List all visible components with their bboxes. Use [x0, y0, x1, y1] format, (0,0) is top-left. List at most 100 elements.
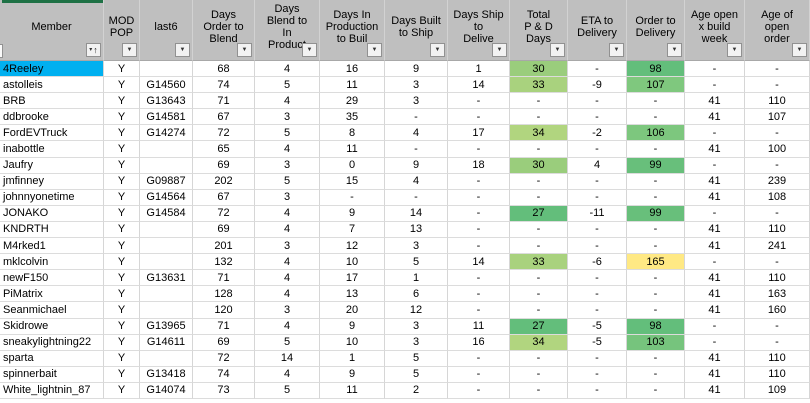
cell-age-of-open-order[interactable]: - [745, 61, 810, 78]
cell-last6[interactable]: G14611 [140, 334, 193, 351]
cell-days-ship-to-deliver[interactable]: 11 [448, 318, 510, 335]
cell-age-of-open-order[interactable]: 110 [745, 350, 810, 367]
cell-total-p-and-d-days[interactable]: - [510, 173, 568, 190]
cell-age-of-open-order[interactable]: 241 [745, 238, 810, 255]
cell-member[interactable]: astolleis [0, 77, 104, 94]
cell-days-order-to-blend[interactable]: 69 [193, 157, 255, 174]
cell-days-built-to-ship[interactable]: - [385, 141, 448, 158]
cell-age-of-open-order[interactable]: 109 [745, 382, 810, 399]
cell-age-of-open-order[interactable]: 160 [745, 302, 810, 319]
cell-days-built-to-ship[interactable]: - [385, 189, 448, 206]
filter-dropdown-button[interactable]: ▼ [237, 43, 252, 57]
filter-dropdown-button[interactable]: ▼ [430, 43, 445, 57]
cell-total-p-and-d-days[interactable]: 30 [510, 61, 568, 78]
cell-member[interactable]: FordEVTruck [0, 125, 104, 142]
cell-days-order-to-blend[interactable]: 73 [193, 382, 255, 399]
cell-total-p-and-d-days[interactable]: - [510, 109, 568, 126]
cell-days-in-production-to-build[interactable]: 0 [320, 157, 385, 174]
cell-days-blend-to-in-production[interactable]: 5 [255, 173, 320, 190]
cell-age-of-open-order[interactable]: - [745, 125, 810, 142]
filter-dropdown-button[interactable]: ▼ [667, 43, 682, 57]
cell-member[interactable]: sparta [0, 350, 104, 367]
cell-last6[interactable] [140, 302, 193, 319]
cell-eta-to-delivery[interactable]: - [568, 302, 627, 319]
cell-days-built-to-ship[interactable]: 9 [385, 61, 448, 78]
cell-total-p-and-d-days[interactable]: - [510, 286, 568, 303]
filter-dropdown-button[interactable]: ▼ [492, 43, 507, 57]
cell-days-in-production-to-build[interactable]: 15 [320, 173, 385, 190]
filter-dropdown-button[interactable]: ▼ [550, 43, 565, 57]
cell-days-ship-to-deliver[interactable]: - [448, 238, 510, 255]
cell-days-built-to-ship[interactable]: 3 [385, 77, 448, 94]
filter-dropdown-button[interactable]: ▼ [727, 43, 742, 57]
cell-last6[interactable]: G14074 [140, 382, 193, 399]
cell-last6[interactable]: G09887 [140, 173, 193, 190]
cell-days-order-to-blend[interactable]: 120 [193, 302, 255, 319]
cell-age-of-open-order[interactable]: 108 [745, 189, 810, 206]
cell-age-open-x-build-weeks[interactable]: 41 [685, 270, 745, 287]
cell-age-open-x-build-weeks[interactable]: - [685, 334, 745, 351]
cell-age-of-open-order[interactable]: - [745, 157, 810, 174]
cell-total-p-and-d-days[interactable]: - [510, 141, 568, 158]
cell-member[interactable]: Seanmichael [0, 302, 104, 319]
cell-age-open-x-build-weeks[interactable]: 41 [685, 350, 745, 367]
cell-eta-to-delivery[interactable]: -5 [568, 318, 627, 335]
cell-age-of-open-order[interactable]: - [745, 318, 810, 335]
cell-eta-to-delivery[interactable]: - [568, 221, 627, 239]
cell-days-built-to-ship[interactable]: 4 [385, 173, 448, 190]
cell-age-open-x-build-weeks[interactable]: - [685, 157, 745, 174]
cell-days-blend-to-in-production[interactable]: 4 [255, 205, 320, 222]
cell-days-ship-to-deliver[interactable]: 17 [448, 125, 510, 142]
cell-mod-pop[interactable]: Y [104, 205, 140, 222]
cell-eta-to-delivery[interactable]: - [568, 382, 627, 399]
cell-days-order-to-blend[interactable]: 67 [193, 189, 255, 206]
cell-total-p-and-d-days[interactable]: - [510, 302, 568, 319]
cell-days-blend-to-in-production[interactable]: 3 [255, 238, 320, 255]
cell-last6[interactable]: G14581 [140, 109, 193, 126]
cell-mod-pop[interactable]: Y [104, 302, 140, 319]
cell-days-ship-to-deliver[interactable]: - [448, 366, 510, 383]
filter-dropdown-button[interactable]: ▼ [792, 43, 807, 57]
cell-days-in-production-to-build[interactable]: 35 [320, 109, 385, 126]
cell-days-built-to-ship[interactable]: - [385, 109, 448, 126]
cell-member[interactable]: inabottle [0, 141, 104, 158]
column-header-last6[interactable]: last6 ▼ [140, 0, 193, 61]
cell-mod-pop[interactable]: Y [104, 254, 140, 271]
cell-days-in-production-to-build[interactable]: 9 [320, 318, 385, 335]
cell-days-in-production-to-build[interactable]: 1 [320, 350, 385, 367]
cell-member[interactable]: spinnerbait [0, 366, 104, 383]
cell-age-open-x-build-weeks[interactable]: - [685, 318, 745, 335]
cell-age-of-open-order[interactable]: 110 [745, 221, 810, 239]
cell-member[interactable]: mklcolvin [0, 254, 104, 271]
cell-order-to-delivery[interactable]: - [627, 93, 685, 110]
cell-days-ship-to-deliver[interactable]: - [448, 173, 510, 190]
cell-mod-pop[interactable]: Y [104, 157, 140, 174]
cell-days-built-to-ship[interactable]: 3 [385, 93, 448, 110]
filter-sort-ascending-button[interactable]: ▾ ↑ [86, 43, 101, 57]
cell-order-to-delivery[interactable]: 103 [627, 334, 685, 351]
cell-days-blend-to-in-production[interactable]: 4 [255, 93, 320, 110]
cell-order-to-delivery[interactable]: 99 [627, 157, 685, 174]
cell-order-to-delivery[interactable]: 107 [627, 77, 685, 94]
cell-member[interactable]: M4rked1 [0, 238, 104, 255]
cell-days-order-to-blend[interactable]: 69 [193, 221, 255, 239]
cell-days-in-production-to-build[interactable]: 11 [320, 141, 385, 158]
cell-mod-pop[interactable]: Y [104, 141, 140, 158]
cell-last6[interactable]: G13631 [140, 270, 193, 287]
cell-age-open-x-build-weeks[interactable]: 41 [685, 109, 745, 126]
cell-mod-pop[interactable]: Y [104, 109, 140, 126]
column-header-days-ship-to-deliver[interactable]: Days Ship to Delive ▼ [448, 0, 510, 61]
cell-total-p-and-d-days[interactable]: - [510, 366, 568, 383]
cell-days-ship-to-deliver[interactable]: - [448, 221, 510, 239]
cell-age-of-open-order[interactable]: 110 [745, 270, 810, 287]
column-header-days-in-production-to-build[interactable]: Days In Production to Buil ▼ [320, 0, 385, 61]
cell-age-open-x-build-weeks[interactable]: - [685, 254, 745, 271]
cell-days-blend-to-in-production[interactable]: 5 [255, 382, 320, 399]
column-header-total-p-and-d-days[interactable]: Total P & D Days ▼ [510, 0, 568, 61]
cell-days-built-to-ship[interactable]: 2 [385, 382, 448, 399]
cell-days-blend-to-in-production[interactable]: 5 [255, 334, 320, 351]
cell-eta-to-delivery[interactable]: -2 [568, 125, 627, 142]
cell-days-ship-to-deliver[interactable]: 14 [448, 254, 510, 271]
cell-age-of-open-order[interactable]: - [745, 77, 810, 94]
cell-days-order-to-blend[interactable]: 69 [193, 334, 255, 351]
